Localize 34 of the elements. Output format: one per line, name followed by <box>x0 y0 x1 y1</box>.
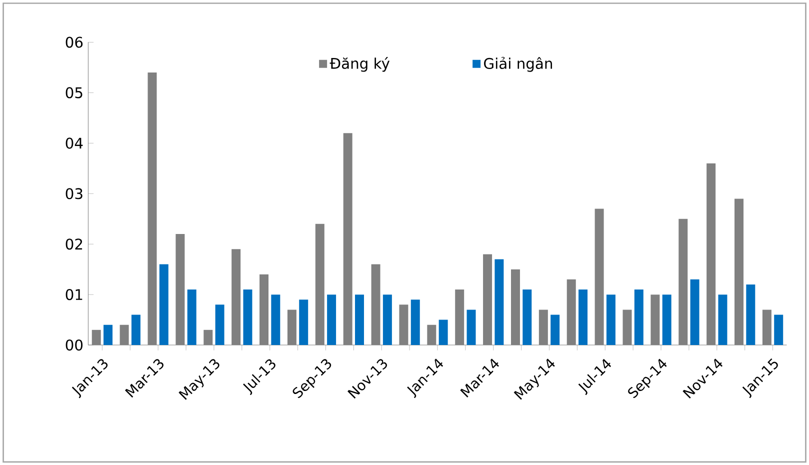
bar <box>690 279 700 345</box>
y-tick-label: 02 <box>66 238 82 250</box>
legend-label: Đăng ký <box>330 56 390 72</box>
bar <box>494 259 504 345</box>
bar <box>354 294 364 345</box>
bar <box>746 284 756 345</box>
bar <box>634 289 644 345</box>
bar <box>327 294 336 345</box>
bar <box>438 320 448 345</box>
bar <box>382 294 392 345</box>
bar <box>718 294 728 345</box>
bar <box>466 310 476 345</box>
y-tick-label: 05 <box>66 87 82 98</box>
y-tick-label: 03 <box>66 188 82 200</box>
legend-label: Giải ngân <box>484 56 552 72</box>
bar <box>215 304 224 345</box>
bar <box>243 289 252 345</box>
y-tick-label: 06 <box>66 36 83 48</box>
y-tick-label: 04 <box>66 138 83 149</box>
bar <box>104 324 113 345</box>
bar <box>299 300 308 345</box>
bar <box>578 289 588 345</box>
bar <box>271 294 280 345</box>
bar <box>410 300 420 345</box>
bar <box>662 294 672 345</box>
y-tick-label: 00 <box>66 339 83 350</box>
bar <box>187 289 196 345</box>
bar <box>606 294 616 345</box>
bar <box>131 314 140 345</box>
bar <box>522 289 532 345</box>
bar <box>159 264 168 345</box>
y-tick-label: 01 <box>66 288 82 300</box>
bar <box>774 314 784 345</box>
bar <box>550 314 560 345</box>
